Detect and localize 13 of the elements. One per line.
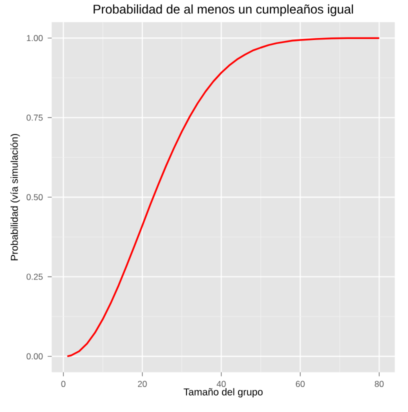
chart-title: Probabilidad de al menos un cumpleaños igual [94, 4, 354, 16]
x-tick-label: 80 [374, 380, 384, 387]
y-tick-label: 0.50 [26, 194, 43, 200]
x-tick-label: 60 [296, 380, 305, 387]
x-tick-label: 40 [216, 380, 226, 387]
y-axis-title: Probabilidad (vía simulación) [10, 134, 20, 260]
x-tick-label: 0 [61, 380, 66, 387]
x-axis-title: Tamaño del grupo [184, 388, 263, 398]
y-tick-label: 0.25 [26, 274, 43, 280]
y-tick-label: 0.75 [26, 114, 43, 121]
y-tick-label: 0.00 [26, 353, 43, 360]
x-tick-label: 20 [138, 380, 147, 387]
y-tick-label: 1.00 [27, 35, 43, 42]
